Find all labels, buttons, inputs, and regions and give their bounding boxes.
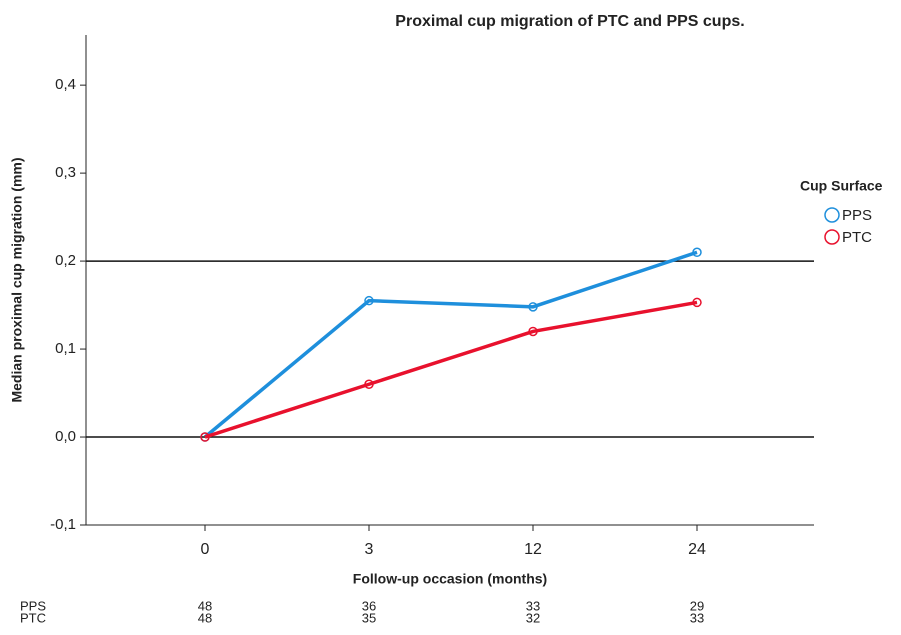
x-axis-title: Follow-up occasion (months)	[353, 571, 547, 587]
y-tick-label: 0,3	[55, 164, 76, 181]
x-tick-label: 24	[688, 541, 706, 558]
table-cell: 48	[198, 610, 212, 625]
y-tick-label: 0,4	[55, 76, 76, 93]
table-cell: 36	[362, 598, 376, 613]
table-cell: 48	[198, 598, 212, 613]
table-cell: 29	[690, 598, 704, 613]
table-row-label: PPS	[20, 598, 46, 613]
point	[364, 379, 374, 389]
table-cell: 32	[526, 610, 540, 625]
table-cell: 33	[690, 610, 704, 625]
x-tick-label: 0	[201, 541, 210, 558]
legend-title: Cup Surface	[800, 178, 883, 194]
x-tick-label: 3	[365, 541, 374, 558]
y-tick-label: 0,0	[55, 428, 76, 445]
point	[692, 247, 702, 258]
legend-marker	[824, 229, 840, 245]
point	[200, 432, 210, 442]
legend-label: PPS	[842, 207, 872, 224]
y-axis-title: Median proximal cup migration (mm)	[9, 157, 25, 402]
series-line	[203, 250, 698, 439]
x-tick-label: 12	[524, 541, 542, 558]
point	[528, 326, 538, 337]
chart-title: Proximal cup migration of PTC and PPS cu…	[395, 13, 744, 30]
legend-label: PTC	[842, 229, 872, 246]
point	[364, 295, 374, 306]
legend-marker	[824, 207, 840, 223]
y-tick-label: -0,1	[50, 516, 76, 533]
y-tick-label: 0,2	[55, 252, 76, 269]
point	[692, 297, 702, 308]
y-tick-label: 0,1	[55, 340, 76, 357]
table-row-label: PTC	[20, 610, 46, 625]
point	[528, 302, 538, 312]
table-cell: 35	[362, 610, 376, 625]
series-line	[204, 300, 698, 439]
table-cell: 33	[526, 598, 540, 613]
